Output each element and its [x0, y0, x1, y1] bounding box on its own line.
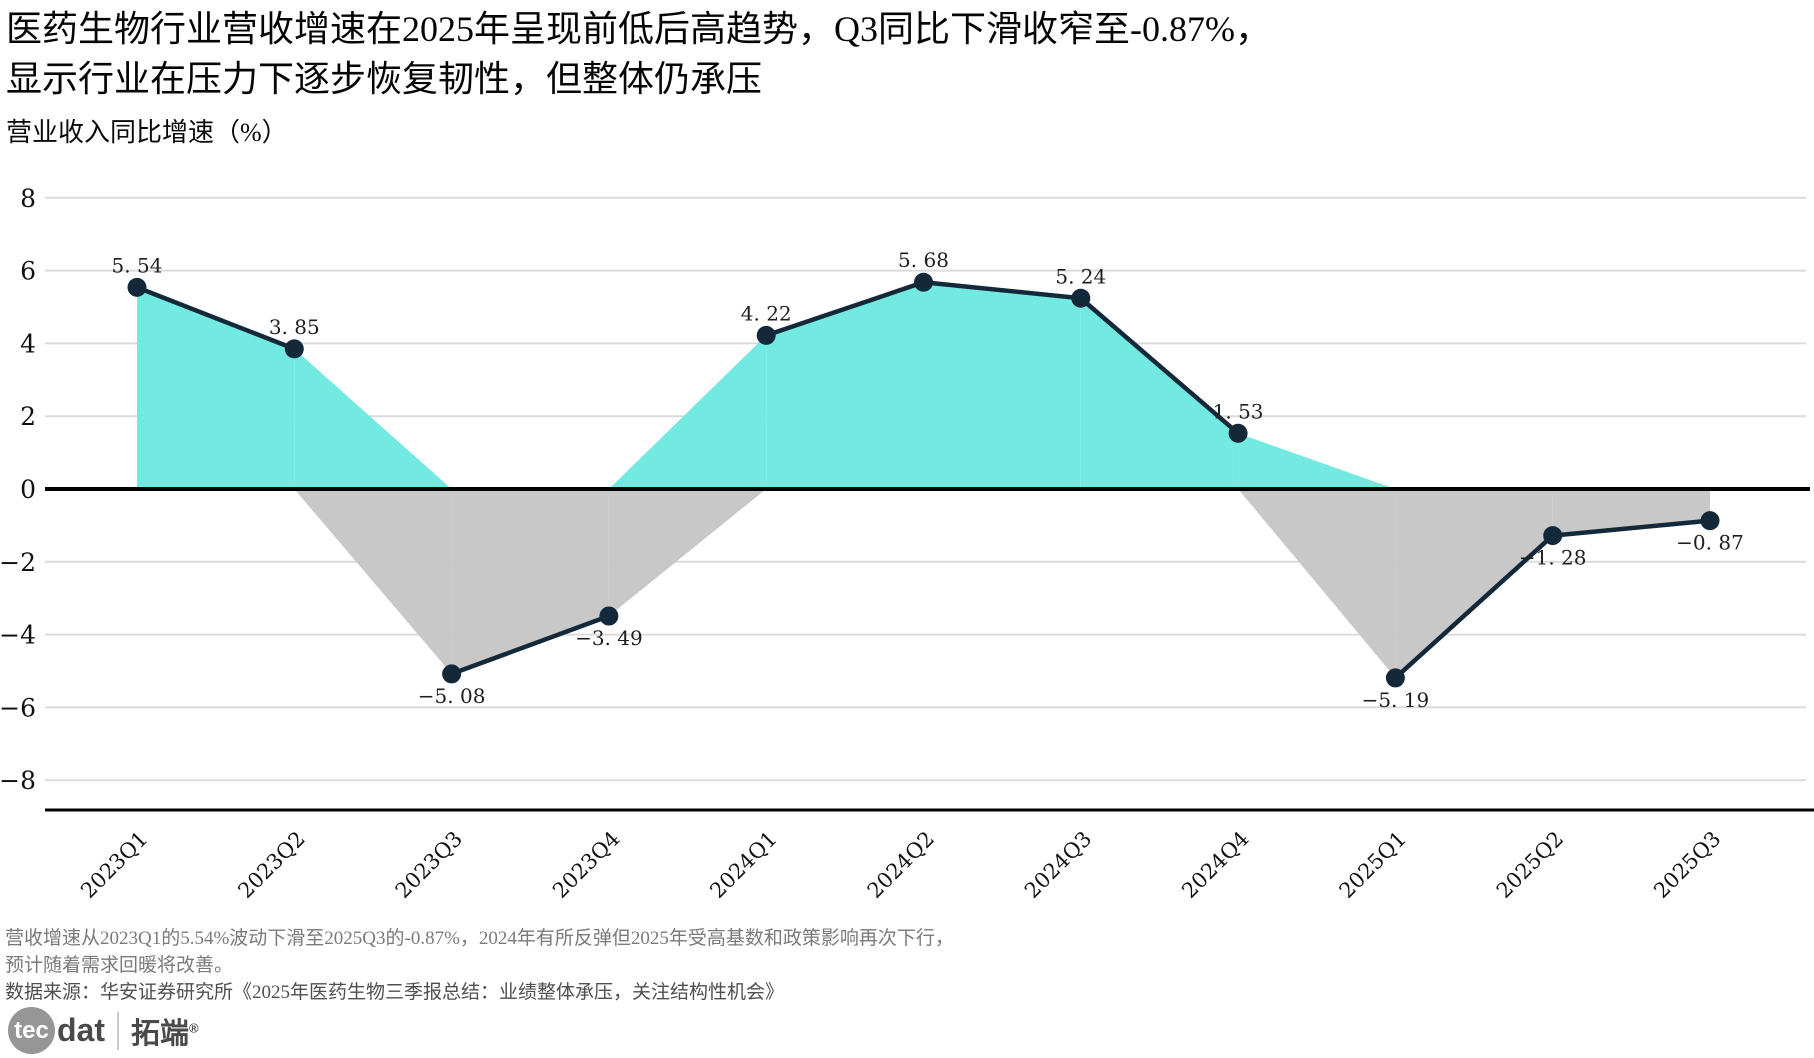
y-tick-label: −8 [0, 766, 36, 795]
area-positive-segment [766, 282, 924, 489]
logo-divider [117, 1011, 119, 1050]
data-point [1543, 526, 1563, 546]
area-negative-segment [451, 489, 609, 674]
area-positive-segment [1080, 298, 1239, 489]
data-point [1228, 423, 1248, 443]
x-tick-label: 2023Q4 [548, 827, 624, 903]
y-tick-label: 0 [20, 475, 36, 504]
y-tick-label: −6 [0, 693, 36, 722]
x-tick-label: 2025Q3 [1649, 827, 1725, 903]
series-line-segment [763, 279, 926, 338]
x-tick-label: 2024Q2 [863, 827, 939, 903]
chart-header: 医药生物行业营收增速在2025年呈现前低后高趋势，Q3同比下滑收窄至-0.87%… [6, 4, 1271, 149]
area-negative-segment [294, 489, 452, 674]
data-label: −0. 87 [1676, 531, 1744, 555]
data-label: −3. 49 [575, 626, 643, 650]
data-label: 4. 22 [741, 301, 792, 325]
area-positive-segment [923, 282, 1081, 489]
area-negative-segment [608, 489, 767, 617]
area-positive-segment [1238, 433, 1396, 489]
x-tick-label: 2023Q2 [233, 827, 309, 903]
area-positive-segment [137, 287, 295, 489]
x-tick-label: 2025Q2 [1492, 827, 1568, 903]
series-line-segment [449, 613, 612, 677]
data-point [756, 325, 776, 345]
chart-footer: 营收增速从2023Q1的5.54%波动下滑至2025Q3的-0.87%，2024… [5, 925, 954, 1006]
data-point [1071, 288, 1091, 308]
series-line-segment [921, 279, 1084, 301]
data-point [1385, 668, 1405, 688]
x-tick-label: 2024Q3 [1020, 827, 1096, 903]
tecdat-logo-circle-icon: tec [8, 1007, 55, 1054]
x-tick-label: 2023Q1 [76, 827, 152, 903]
x-tick-label: 2023Q3 [391, 827, 467, 903]
data-source-text: 数据来源：华安证券研究所《2025年医药生物三季报总结：业绩整体承压，关注结构性… [5, 982, 785, 1003]
data-label: −5. 08 [418, 684, 486, 708]
y-tick-label: 6 [20, 257, 36, 286]
area-positive-segment [294, 348, 452, 489]
data-label: 5. 24 [1055, 264, 1106, 288]
logo-brand-cn: 拓端® [131, 1017, 199, 1050]
chart-subtitle: 营业收入同比增速（%） [6, 118, 288, 147]
data-point [127, 277, 147, 297]
chart-area: 5. 54 3. 85 −5. 08 −3. 49 4. 22 5. 68 5. 24 1. … [0, 150, 1814, 950]
x-tick-label: 2024Q1 [705, 827, 781, 903]
data-label: 5. 54 [112, 253, 163, 277]
revenue-growth-area-chart: 5. 54 3. 85 −5. 08 −3. 49 4. 22 5. 68 5. 24 1. … [0, 184, 1814, 903]
logo-dat-text: dat [57, 1012, 105, 1048]
tecdat-logo: tec dat 拓端® [8, 1007, 199, 1054]
page-title-line-1: 医药生物行业营收增速在2025年呈现前低后高趋势，Q3同比下滑收窄至-0.87%… [6, 9, 1271, 49]
y-tick-label: −2 [0, 548, 36, 577]
registered-mark: ® [189, 1019, 199, 1035]
footer-note-line-2: 预计随着需求回暖将改善。 [5, 955, 234, 976]
series-line-segment [1550, 518, 1713, 538]
page-title-line-2: 显示行业在压力下逐步恢复韧性，但整体仍承压 [6, 59, 763, 99]
data-point [284, 339, 304, 359]
y-tick-label: 4 [20, 329, 36, 358]
data-point [442, 664, 462, 684]
series-line-segment [134, 285, 297, 352]
data-label: 3. 85 [269, 315, 320, 339]
data-point [599, 606, 619, 626]
data-label: −1. 28 [1519, 546, 1587, 570]
footer-note-line-1: 营收增速从2023Q1的5.54%波动下滑至2025Q3的-0.87%，2024… [5, 928, 954, 949]
data-point [914, 272, 933, 292]
x-tick-label: 2025Q1 [1335, 827, 1411, 903]
data-label: 1. 53 [1213, 399, 1264, 423]
y-tick-label: 2 [20, 402, 36, 431]
x-tick-label: 2024Q4 [1177, 827, 1253, 903]
area-negative-segment [1395, 489, 1553, 678]
area-negative-segment [1238, 489, 1396, 678]
data-point [1700, 511, 1720, 531]
y-tick-label: 8 [20, 184, 36, 213]
data-label: −5. 19 [1362, 688, 1430, 712]
area-positive-segment [608, 335, 767, 489]
series-line-segment [1078, 296, 1241, 436]
y-tick-label: −4 [0, 621, 36, 650]
data-label: 5. 68 [898, 248, 949, 272]
logo-tec-text: tec [14, 1016, 49, 1044]
series-line-segment [1393, 533, 1555, 681]
